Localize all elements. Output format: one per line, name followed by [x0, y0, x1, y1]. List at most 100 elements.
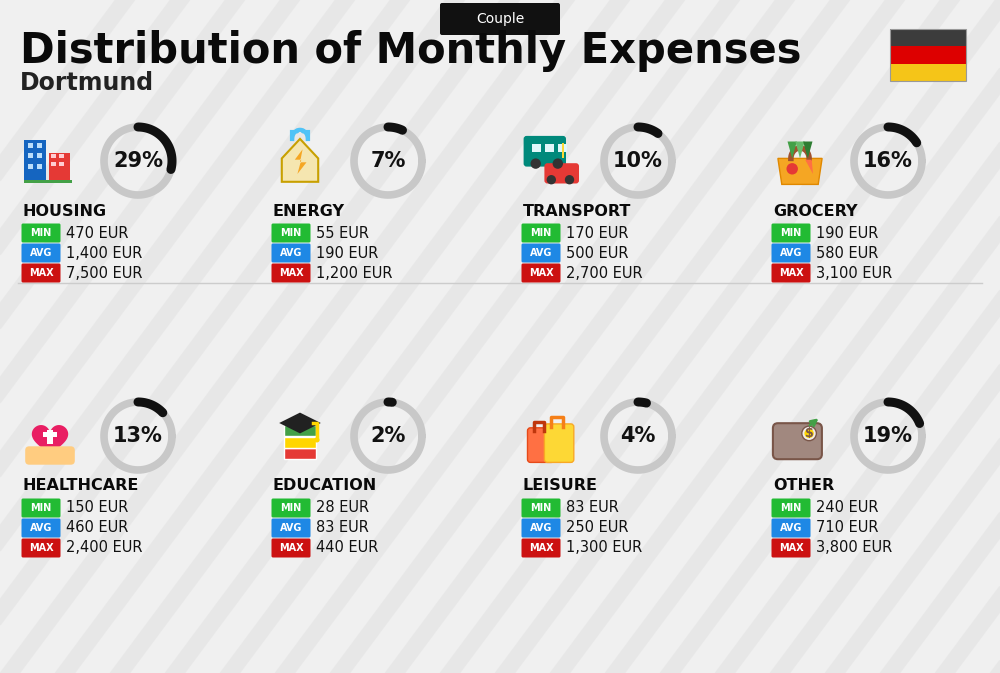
Text: 460 EUR: 460 EUR — [66, 520, 128, 536]
FancyBboxPatch shape — [272, 538, 310, 557]
Text: AVG: AVG — [780, 523, 802, 533]
Text: MIN: MIN — [780, 503, 802, 513]
Text: HOUSING: HOUSING — [23, 203, 107, 219]
Circle shape — [802, 426, 816, 441]
FancyBboxPatch shape — [272, 264, 310, 283]
Text: MAX: MAX — [779, 268, 803, 278]
Text: 580 EUR: 580 EUR — [816, 246, 878, 260]
Circle shape — [565, 175, 574, 184]
Text: 3,800 EUR: 3,800 EUR — [816, 540, 892, 555]
FancyBboxPatch shape — [22, 244, 60, 262]
Text: MAX: MAX — [29, 543, 53, 553]
Text: HEALTHCARE: HEALTHCARE — [23, 479, 139, 493]
Text: AVG: AVG — [280, 248, 302, 258]
FancyBboxPatch shape — [22, 518, 60, 538]
Text: MAX: MAX — [29, 268, 53, 278]
Text: 150 EUR: 150 EUR — [66, 501, 128, 516]
Text: MIN: MIN — [30, 228, 52, 238]
Text: AVG: AVG — [30, 523, 52, 533]
Text: MAX: MAX — [779, 543, 803, 553]
Polygon shape — [795, 141, 805, 158]
Circle shape — [314, 437, 320, 443]
FancyBboxPatch shape — [528, 428, 554, 462]
Bar — [532, 144, 541, 152]
Text: Couple: Couple — [476, 12, 524, 26]
Text: 2,700 EUR: 2,700 EUR — [566, 266, 643, 281]
FancyBboxPatch shape — [772, 538, 810, 557]
Text: Dortmund: Dortmund — [20, 71, 154, 95]
Circle shape — [295, 129, 299, 133]
Text: OTHER: OTHER — [773, 479, 834, 493]
Bar — [28, 153, 33, 158]
Text: AVG: AVG — [30, 248, 52, 258]
FancyBboxPatch shape — [22, 538, 60, 557]
Bar — [43, 432, 57, 437]
Circle shape — [786, 163, 798, 174]
Polygon shape — [32, 425, 68, 458]
Text: 1,300 EUR: 1,300 EUR — [566, 540, 642, 555]
Text: Distribution of Monthly Expenses: Distribution of Monthly Expenses — [20, 30, 802, 72]
Text: MIN: MIN — [280, 228, 302, 238]
Bar — [545, 144, 554, 152]
Text: GROCERY: GROCERY — [773, 203, 858, 219]
FancyBboxPatch shape — [272, 244, 310, 262]
Text: AVG: AVG — [530, 523, 552, 533]
Text: 500 EUR: 500 EUR — [566, 246, 629, 260]
FancyBboxPatch shape — [522, 518, 560, 538]
Bar — [59, 153, 64, 158]
Bar — [890, 64, 966, 81]
Text: 2,400 EUR: 2,400 EUR — [66, 540, 143, 555]
Bar — [24, 140, 46, 182]
Text: MIN: MIN — [30, 503, 52, 513]
Text: 240 EUR: 240 EUR — [816, 501, 879, 516]
Circle shape — [547, 175, 556, 184]
Bar — [890, 29, 966, 81]
FancyBboxPatch shape — [522, 244, 560, 262]
Bar — [59, 162, 64, 166]
Text: EDUCATION: EDUCATION — [273, 479, 377, 493]
FancyBboxPatch shape — [524, 136, 566, 167]
Text: 3,100 EUR: 3,100 EUR — [816, 266, 892, 281]
FancyBboxPatch shape — [522, 499, 560, 518]
Text: 1,200 EUR: 1,200 EUR — [316, 266, 392, 281]
Text: 83 EUR: 83 EUR — [316, 520, 369, 536]
Text: AVG: AVG — [780, 248, 802, 258]
Bar — [37, 143, 42, 148]
Text: MIN: MIN — [280, 503, 302, 513]
Bar — [24, 180, 72, 183]
Bar — [558, 144, 567, 152]
FancyBboxPatch shape — [544, 424, 574, 462]
Text: MIN: MIN — [780, 228, 802, 238]
FancyBboxPatch shape — [272, 499, 310, 518]
Text: 83 EUR: 83 EUR — [566, 501, 619, 516]
FancyBboxPatch shape — [440, 3, 560, 35]
Text: ENERGY: ENERGY — [273, 203, 345, 219]
Text: 7,500 EUR: 7,500 EUR — [66, 266, 143, 281]
FancyBboxPatch shape — [522, 538, 560, 557]
Text: 2%: 2% — [370, 426, 406, 446]
FancyBboxPatch shape — [772, 223, 810, 242]
Polygon shape — [295, 149, 306, 174]
FancyBboxPatch shape — [773, 423, 822, 459]
Circle shape — [804, 429, 814, 438]
Bar — [890, 29, 966, 46]
Text: 1,400 EUR: 1,400 EUR — [66, 246, 142, 260]
FancyBboxPatch shape — [22, 223, 60, 242]
Text: 29%: 29% — [113, 151, 163, 171]
FancyBboxPatch shape — [772, 518, 810, 538]
Text: MAX: MAX — [529, 543, 553, 553]
Text: 170 EUR: 170 EUR — [566, 225, 629, 240]
Text: 16%: 16% — [863, 151, 913, 171]
Bar — [49, 153, 70, 182]
Bar — [51, 153, 56, 158]
Text: 190 EUR: 190 EUR — [316, 246, 378, 260]
FancyBboxPatch shape — [272, 518, 310, 538]
Text: 19%: 19% — [863, 426, 913, 446]
Bar — [37, 164, 42, 169]
Text: 13%: 13% — [113, 426, 163, 446]
Polygon shape — [788, 141, 797, 158]
Bar — [51, 162, 56, 166]
Circle shape — [301, 129, 305, 133]
Text: MAX: MAX — [279, 268, 303, 278]
Bar — [28, 164, 33, 169]
